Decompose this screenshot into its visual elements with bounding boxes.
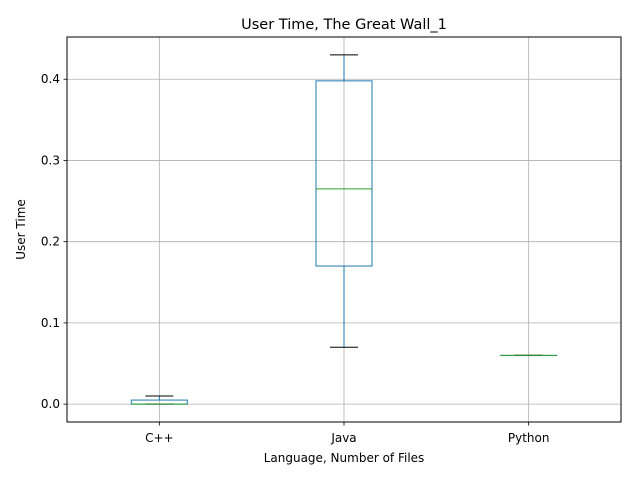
x-tick-label: Java [330,431,356,445]
y-tick-label: 0.4 [41,72,60,86]
box-plot-marks [130,54,558,405]
y-tick-label: 0.1 [41,316,60,330]
chart-title: User Time, The Great Wall_1 [241,17,447,33]
box-group-java [315,54,373,348]
x-tick-label: Python [508,431,550,445]
y-tick-label: 0.0 [41,397,60,411]
x-tick-label: C++ [145,431,174,445]
x-axis-label: Language, Number of Files [264,451,425,465]
y-tick-label: 0.3 [41,153,60,167]
y-axis-label: User Time [14,199,28,260]
axis-ticks: 0.0 0.1 0.2 0.3 0.4 C++ Java Python [41,72,550,445]
y-tick-label: 0.2 [41,235,60,249]
box-group-c- [130,395,188,405]
iqr-box [315,80,373,267]
